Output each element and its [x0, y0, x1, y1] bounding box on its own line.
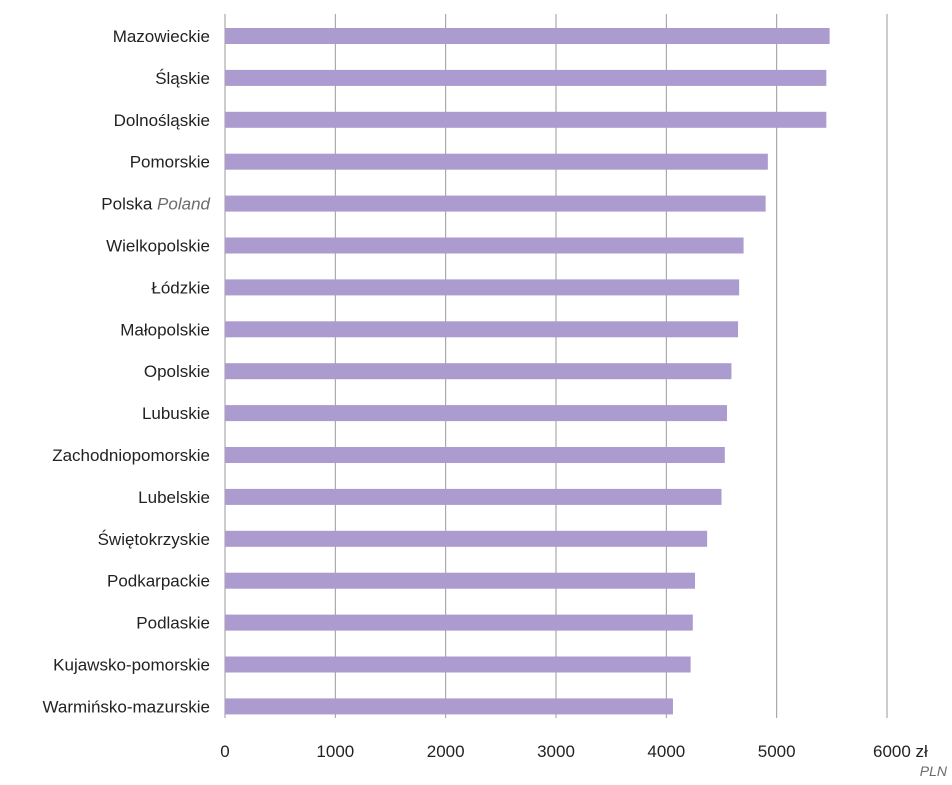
bar	[225, 279, 740, 296]
bar	[225, 530, 708, 547]
category-label: Kujawsko-pomorskie	[53, 656, 210, 675]
category-label: Podkarpackie	[107, 572, 210, 591]
category-label-text: Pomorskie	[130, 153, 210, 172]
bar	[225, 237, 744, 254]
x-tick-label: 3000	[537, 742, 575, 761]
category-label: Mazowieckie	[113, 27, 210, 46]
category-label: Podlaskie	[136, 614, 210, 633]
bar	[225, 572, 696, 589]
category-label-text: Podlaskie	[136, 614, 210, 633]
bar	[225, 363, 732, 380]
category-label-text: Dolnośląskie	[114, 111, 210, 130]
category-label: Zachodniopomorskie	[52, 446, 210, 465]
category-label: Dolnośląskie	[114, 111, 210, 130]
bar	[225, 321, 739, 338]
category-label: Śląskie	[155, 69, 210, 88]
x-tick-label: 2000	[427, 742, 465, 761]
category-label-text: Polska	[101, 195, 153, 214]
bar	[225, 111, 827, 128]
category-label-text: Łódzkie	[151, 278, 210, 297]
bar	[225, 195, 766, 212]
category-label-text: Warmińsko-mazurskie	[42, 697, 210, 716]
bar	[225, 698, 673, 715]
category-label-text: Kujawsko-pomorskie	[53, 656, 210, 675]
bar	[225, 153, 768, 170]
category-label-text: Małopolskie	[120, 320, 210, 339]
x-axis-unit-label: PLN	[920, 763, 948, 779]
category-label: Pomorskie	[130, 153, 210, 172]
category-label: Wielkopolskie	[106, 237, 210, 256]
x-tick-label: 1000	[316, 742, 354, 761]
category-label: Łódzkie	[151, 278, 210, 297]
category-label: Lubuskie	[142, 404, 210, 423]
category-label: Opolskie	[144, 362, 210, 381]
category-label-text: Podkarpackie	[107, 572, 210, 591]
category-label: Lubelskie	[138, 488, 210, 507]
x-tick-label: 4000	[647, 742, 685, 761]
category-label: Świętokrzyskie	[98, 530, 210, 549]
bar	[225, 447, 725, 463]
x-tick-label: 5000	[758, 742, 796, 761]
category-label-text: Lubelskie	[138, 488, 210, 507]
category-labels: Mazowieckie Śląskie Dolnośląskie Pomorskie P…	[42, 27, 210, 716]
bar	[225, 488, 722, 505]
bars	[225, 28, 830, 715]
bar	[225, 405, 728, 422]
category-label: Polska Poland	[101, 195, 210, 214]
category-label-text: Mazowieckie	[113, 27, 210, 46]
category-label-text: Zachodniopomorskie	[52, 446, 210, 465]
bar	[225, 614, 693, 631]
category-label-text: Lubuskie	[142, 404, 210, 423]
x-tick-label: 6000 zł	[873, 742, 928, 761]
bar	[225, 656, 691, 673]
category-label-text: Wielkopolskie	[106, 237, 210, 256]
x-axis-ticks: 0 1000 2000 3000 4000 5000 6000 zł	[220, 742, 928, 761]
category-sublabel: Poland	[152, 195, 210, 214]
category-label-text: Świętokrzyskie	[98, 530, 210, 549]
category-label-text: Opolskie	[144, 362, 210, 381]
bar	[225, 69, 827, 86]
category-label: Małopolskie	[120, 320, 210, 339]
x-tick-label: 0	[220, 742, 229, 761]
category-label: Warmińsko-mazurskie	[42, 697, 210, 716]
category-label-text: Śląskie	[155, 69, 210, 88]
bar	[225, 28, 830, 44]
